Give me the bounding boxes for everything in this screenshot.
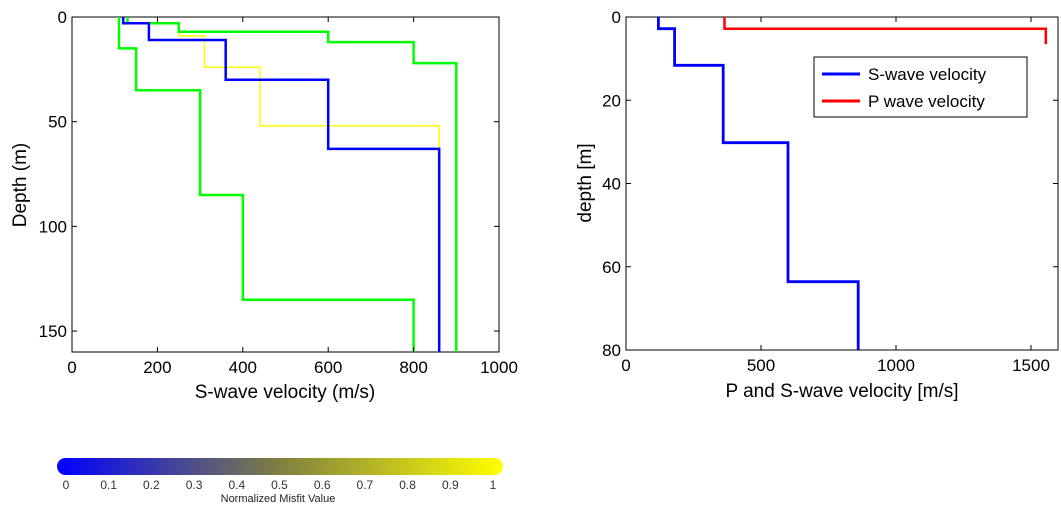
x-tick-label: 0 — [621, 356, 630, 375]
y-tick-label: 80 — [602, 341, 621, 360]
colorbar-tick-label: 0.4 — [228, 478, 245, 492]
series-line-1 — [117, 17, 415, 352]
series-line-3 — [121, 17, 441, 352]
y-axis-label: depth [m] — [575, 143, 596, 222]
y-ticks: 0 50 100 150 — [39, 8, 499, 341]
y-tick-label: 150 — [39, 322, 67, 341]
colorbar-ticks: 0 0.1 0.2 0.3 0.4 0.5 0.6 0.7 0.8 0.9 1 — [63, 478, 497, 492]
legend-label-p-wave: P wave velocity — [868, 92, 985, 111]
x-axis-label: S-wave velocity (m/s) — [195, 382, 376, 403]
x-tick-label: 0 — [67, 358, 76, 377]
colorbar-tick-label: 0.3 — [186, 478, 203, 492]
colorbar-tick-label: 0.8 — [399, 478, 416, 492]
left-chart: 0 200 400 600 800 1000 0 50 100 150 S-wave veloc… — [10, 8, 518, 403]
series-group — [657, 17, 1048, 350]
y-tick-label: 0 — [612, 8, 621, 27]
colorbar-tick-label: 0.5 — [271, 478, 288, 492]
series-group — [117, 17, 458, 352]
colorbar-tick-label: 0.7 — [357, 478, 374, 492]
colorbar-gradient — [57, 458, 503, 475]
x-tick-label: 1000 — [480, 358, 518, 377]
x-tick-label: 200 — [143, 358, 171, 377]
colorbar: 0 0.1 0.2 0.3 0.4 0.5 0.6 0.7 0.8 0.9 1 Normalized… — [57, 458, 503, 505]
colorbar-title: Normalized Misfit Value — [221, 493, 336, 505]
y-tick-label: 50 — [48, 113, 67, 132]
legend: S-wave velocity P wave velocity — [813, 56, 1028, 118]
colorbar-tick-label: 0 — [63, 478, 70, 492]
y-tick-label: 40 — [602, 175, 621, 194]
y-axis-label: Depth (m) — [10, 143, 31, 227]
y-tick-label: 60 — [602, 258, 621, 277]
x-tick-label: 1000 — [877, 356, 915, 375]
right-chart: 0 500 1000 1500 0 20 40 60 80 P and S-wave velo… — [575, 8, 1059, 402]
y-ticks: 0 20 40 60 80 — [602, 8, 1058, 360]
legend-label-s-wave: S-wave velocity — [868, 65, 987, 84]
x-ticks: 0 200 400 600 800 1000 — [67, 17, 518, 377]
colorbar-tick-label: 0.9 — [442, 478, 459, 492]
x-tick-label: 400 — [229, 358, 257, 377]
legend-box — [813, 56, 1028, 118]
y-tick-label: 20 — [602, 91, 621, 110]
colorbar-tick-label: 0.2 — [143, 478, 160, 492]
colorbar-tick-label: 0.6 — [314, 478, 331, 492]
series-line-2 — [126, 17, 458, 352]
y-tick-label: 0 — [58, 8, 67, 27]
colorbar-tick-label: 0.1 — [100, 478, 117, 492]
x-tick-label: 500 — [747, 356, 775, 375]
series-line-0 — [657, 17, 860, 350]
x-axis-label: P and S-wave velocity [m/s] — [725, 381, 958, 402]
y-tick-label: 100 — [39, 217, 67, 236]
x-tick-label: 600 — [314, 358, 342, 377]
x-tick-label: 1500 — [1012, 356, 1050, 375]
series-line-1 — [723, 17, 1048, 45]
plot-area — [71, 16, 500, 353]
x-tick-label: 800 — [399, 358, 427, 377]
x-ticks: 0 500 1000 1500 — [621, 17, 1050, 375]
colorbar-tick-label: 1 — [490, 478, 497, 492]
